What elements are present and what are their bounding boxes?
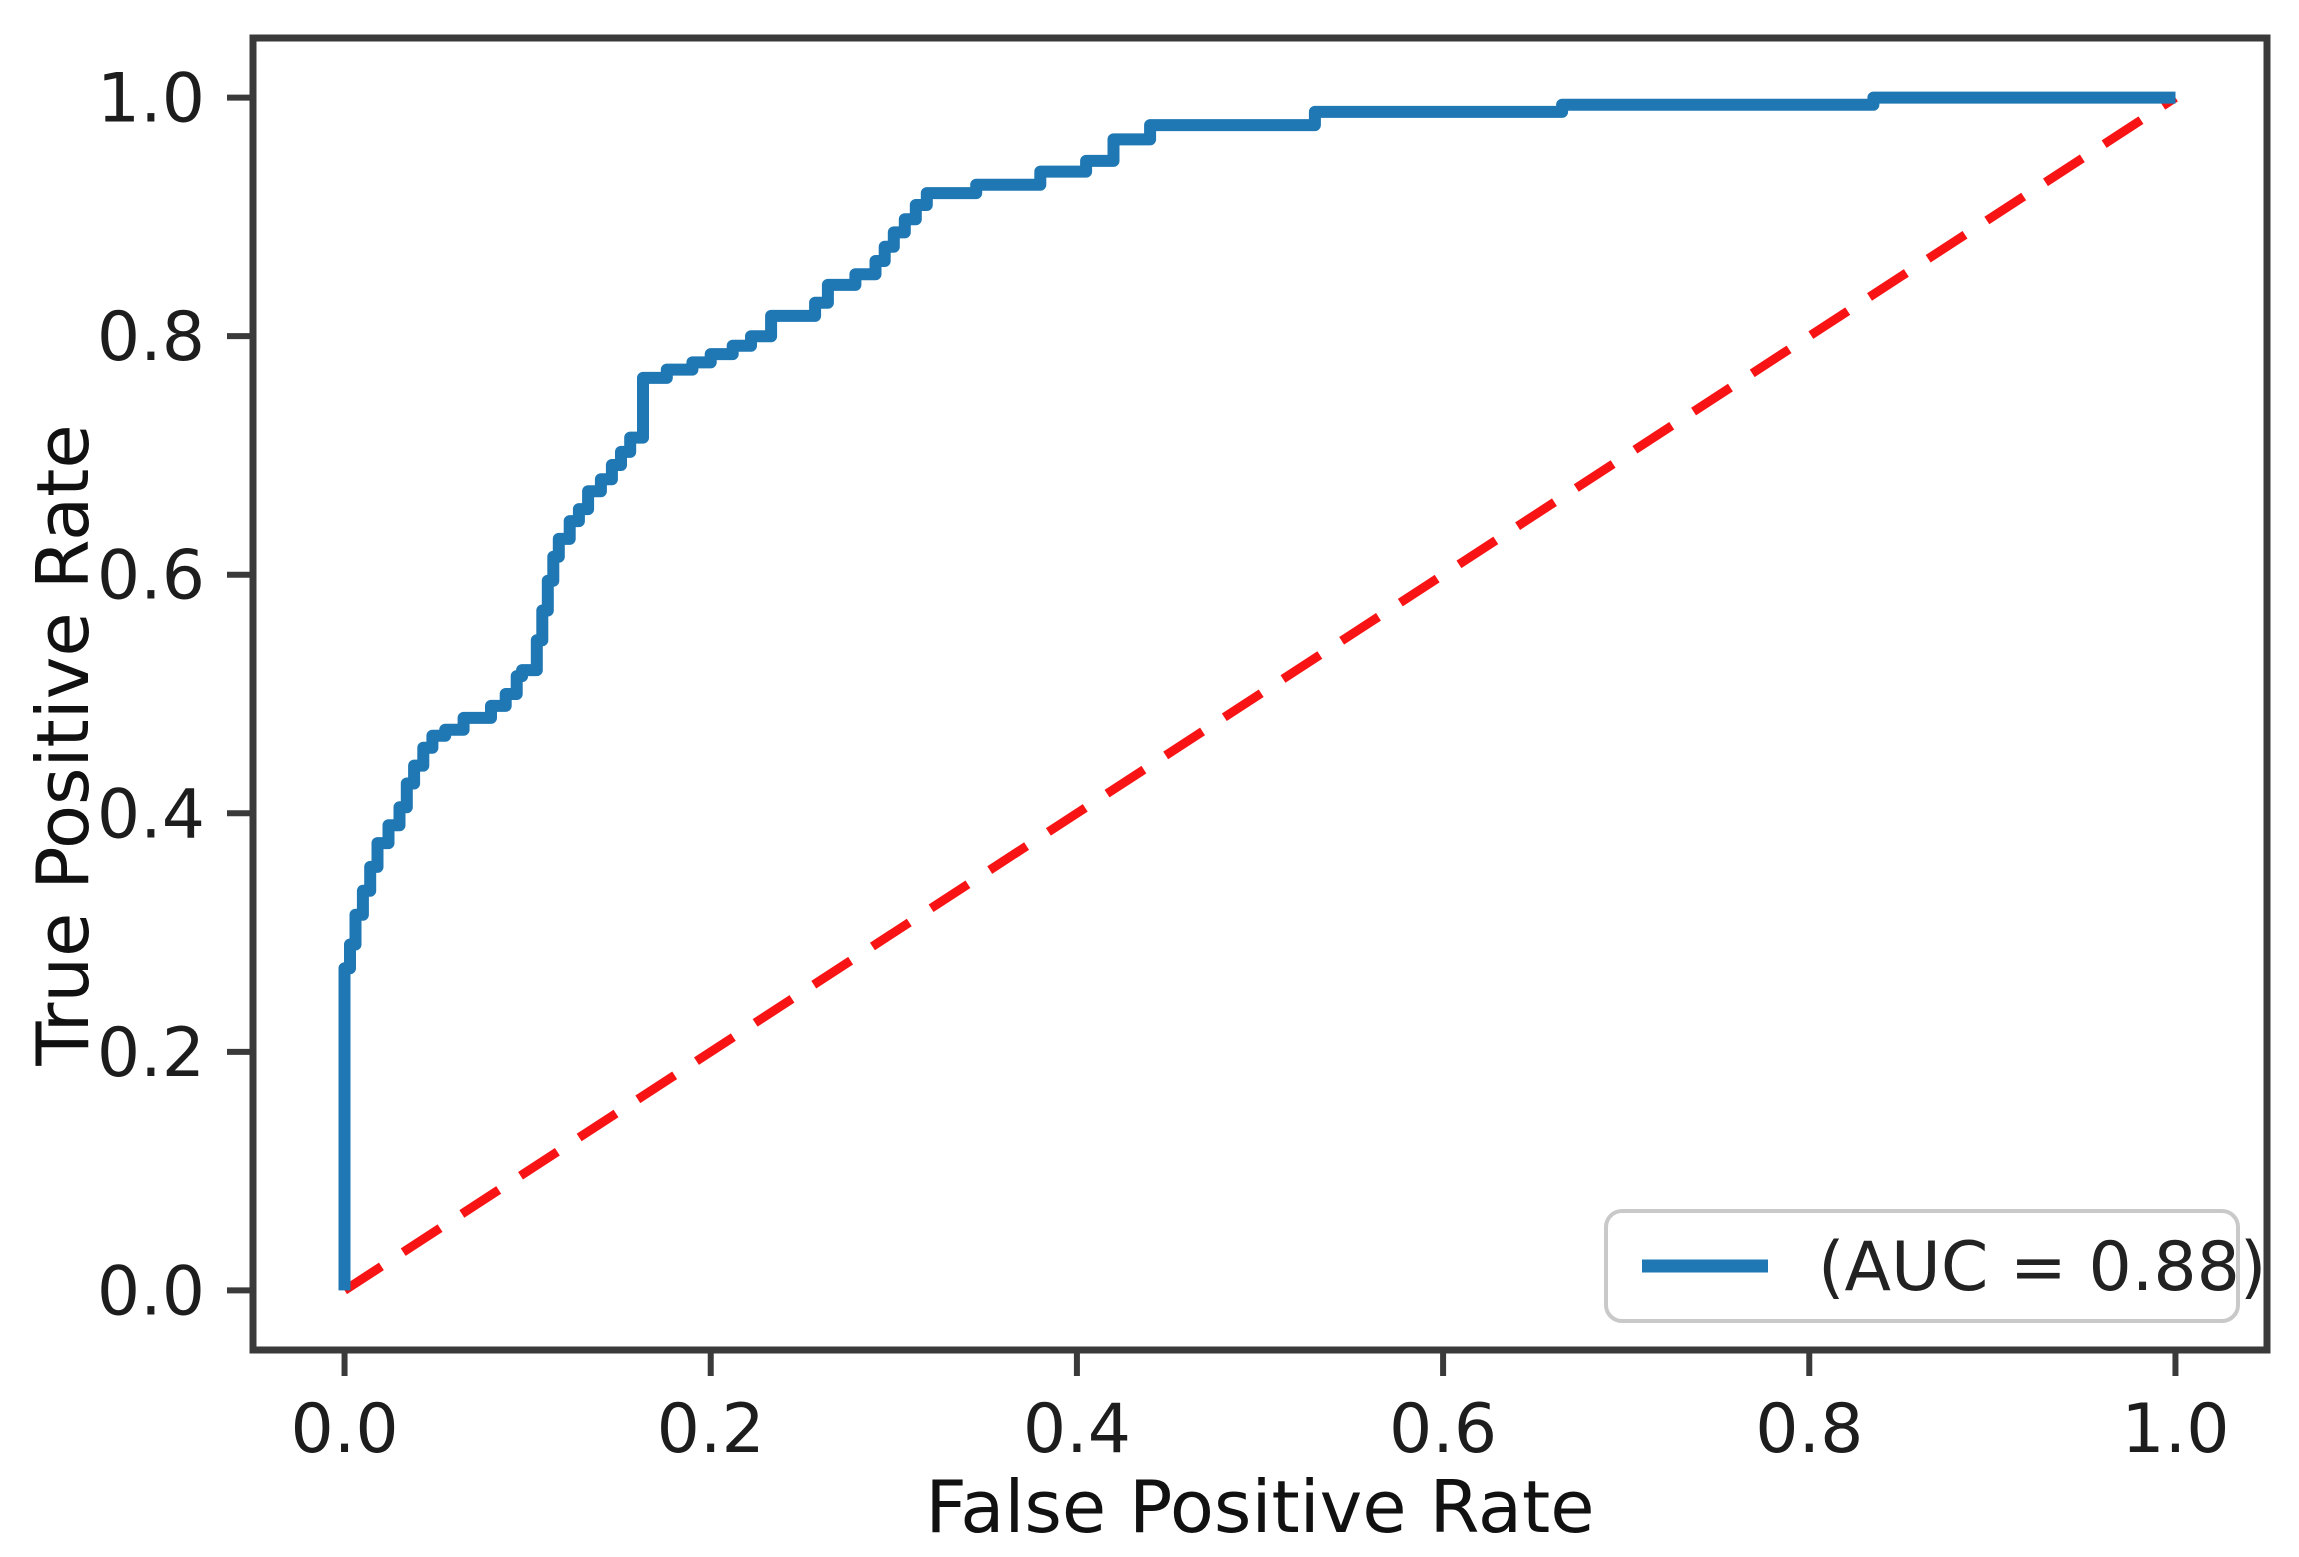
y-tick-label: 0.2 <box>97 1014 205 1093</box>
x-tick-label: 0.0 <box>290 1390 398 1469</box>
x-tick-label: 0.2 <box>657 1390 765 1469</box>
y-tick-label: 0.0 <box>97 1252 205 1331</box>
y-tick-label: 0.8 <box>97 298 205 377</box>
legend-box <box>1604 1209 2240 1323</box>
x-axis-label: False Positive Rate <box>925 1465 1594 1549</box>
x-tick-label: 1.0 <box>2121 1390 2229 1469</box>
roc-curve-line <box>338 91 2176 1291</box>
y-axis-label: True Positive Rate <box>21 424 105 1066</box>
x-tick-label: 0.4 <box>1023 1390 1131 1469</box>
x-axis-ticks: 0.0 0.2 0.4 0.6 0.8 1.0 <box>290 1350 2230 1469</box>
legend: (AUC = 0.88) <box>1604 1209 2266 1323</box>
legend-label: (AUC = 0.88) <box>1818 1228 2266 1307</box>
y-tick-label: 0.6 <box>97 537 205 616</box>
chance-diagonal-line <box>342 93 2178 1295</box>
x-tick-label: 0.6 <box>1389 1390 1497 1469</box>
y-tick-label: 1.0 <box>97 60 205 139</box>
plot-border <box>249 34 2271 1354</box>
y-tick-label: 0.4 <box>97 775 205 854</box>
x-tick-label: 0.8 <box>1755 1390 1863 1469</box>
y-axis-ticks: 0.0 0.2 0.4 0.6 0.8 1.0 <box>97 60 253 1331</box>
